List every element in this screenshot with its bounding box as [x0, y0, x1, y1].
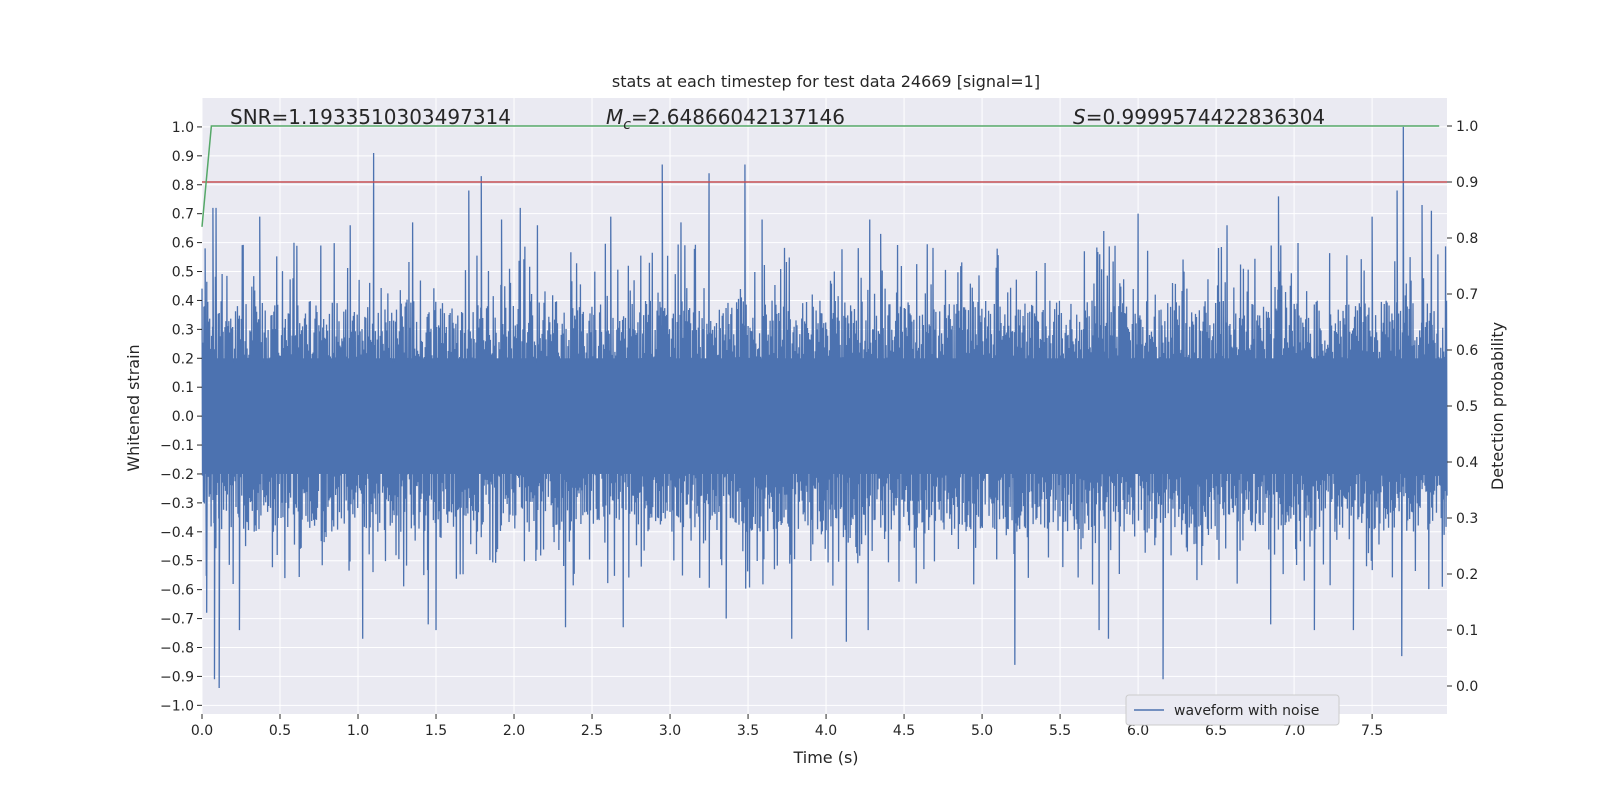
chirp-mass-value: =2.64866042137146 — [631, 105, 845, 129]
y-tick-label: 0.3 — [172, 322, 194, 338]
snr-annotation: SNR=1.1933510303497314 — [230, 105, 511, 129]
left-axis: −1.0 −0.9 −0.8 −0.7 −0.6 −0.5 −0.4 −0.3 −0.2 −0.1… — [160, 120, 202, 714]
x-tick-label: 0.0 — [191, 723, 213, 739]
chirp-mass-annotation: Mc=2.64866042137146 — [606, 105, 845, 133]
legend-box — [1125, 694, 1340, 726]
y-tick-label: −1.0 — [160, 698, 194, 714]
y-tick-label: −0.8 — [160, 640, 194, 656]
right-y-tick-label: 0.9 — [1456, 175, 1478, 191]
score-annotation: S=0.9999574422836304 — [1073, 105, 1325, 129]
y-axis-label: Whitened strain — [124, 344, 143, 471]
y-tick-label: 0.2 — [172, 351, 194, 367]
y-tick-label: 0.5 — [172, 265, 194, 281]
y-tick-label: −0.1 — [160, 438, 194, 454]
y-tick-label: 0.6 — [172, 236, 194, 252]
y-tick-label: −0.9 — [160, 669, 194, 685]
x-tick-label: 3.5 — [737, 723, 759, 739]
y-tick-label: 0.0 — [172, 409, 194, 425]
legend: waveform with noise — [1125, 694, 1340, 726]
y-tick-label: −0.7 — [160, 612, 194, 628]
y-tick-label: −0.5 — [160, 554, 194, 570]
y-tick-label: −0.4 — [160, 525, 194, 541]
right-y-tick-label: 0.6 — [1456, 343, 1478, 359]
right-y-tick-label: 0.4 — [1456, 455, 1478, 471]
x-tick-label: 0.5 — [269, 723, 291, 739]
right-y-tick-label: 0.2 — [1456, 567, 1478, 583]
waveform-line — [201, 126, 1448, 688]
y-tick-label: 0.9 — [172, 149, 194, 165]
y-tick-label: 0.8 — [172, 178, 194, 194]
probability-line — [201, 125, 1440, 227]
x-tick-label: 5.5 — [1049, 723, 1071, 739]
x-tick-label: 7.0 — [1283, 723, 1305, 739]
probability-series — [201, 125, 1447, 227]
x-tick-label: 6.0 — [1127, 723, 1149, 739]
waveform-series — [201, 126, 1448, 688]
x-axis: 0.0 0.5 1.0 1.5 2.0 2.5 3.0 3.5 4.0 4.5 5.0 5.5 6.0 6… — [191, 714, 1383, 739]
right-y-tick-label: 0.0 — [1456, 679, 1478, 695]
y-tick-label: 1.0 — [172, 120, 194, 136]
y-tick-label: −0.3 — [160, 496, 194, 512]
y-tick-label: 0.4 — [172, 293, 194, 309]
right-y-tick-label: 1.0 — [1456, 119, 1478, 135]
chart-title: stats at each timestep for test data 246… — [612, 72, 1040, 91]
right-y-axis-label: Detection probability — [1488, 322, 1507, 490]
right-y-tick-label: 0.8 — [1456, 231, 1478, 247]
score-symbol: S — [1073, 105, 1086, 129]
right-y-tick-label: 0.1 — [1456, 623, 1478, 639]
chirp-mass-symbol: M — [606, 105, 623, 129]
right-y-tick-label: 0.7 — [1456, 287, 1478, 303]
x-tick-label: 4.5 — [893, 723, 915, 739]
x-tick-label: 2.5 — [581, 723, 603, 739]
legend-entry-waveform: waveform with noise — [1174, 703, 1319, 719]
score-value: =0.9999574422836304 — [1086, 105, 1325, 129]
right-y-tick-label: 0.3 — [1456, 511, 1478, 527]
x-tick-label: 1.0 — [347, 723, 369, 739]
x-tick-label: 2.0 — [503, 723, 525, 739]
x-tick-label: 5.0 — [971, 723, 993, 739]
y-tick-label: 0.7 — [172, 207, 194, 223]
right-axis: 0.0 0.1 0.2 0.3 0.4 0.5 0.6 0.7 0.8 0.9 1.0 — [1447, 119, 1478, 695]
y-tick-label: −0.2 — [160, 467, 194, 483]
x-tick-label: 7.5 — [1361, 723, 1383, 739]
x-tick-label: 4.0 — [815, 723, 837, 739]
right-y-tick-label: 0.5 — [1456, 399, 1478, 415]
chirp-mass-subscript: c — [623, 117, 631, 133]
y-tick-label: 0.1 — [172, 380, 194, 396]
y-tick-label: −0.6 — [160, 583, 194, 599]
x-tick-label: 1.5 — [425, 723, 447, 739]
x-axis-label: Time (s) — [792, 748, 858, 767]
x-tick-label: 3.0 — [659, 723, 681, 739]
x-tick-label: 6.5 — [1205, 723, 1227, 739]
